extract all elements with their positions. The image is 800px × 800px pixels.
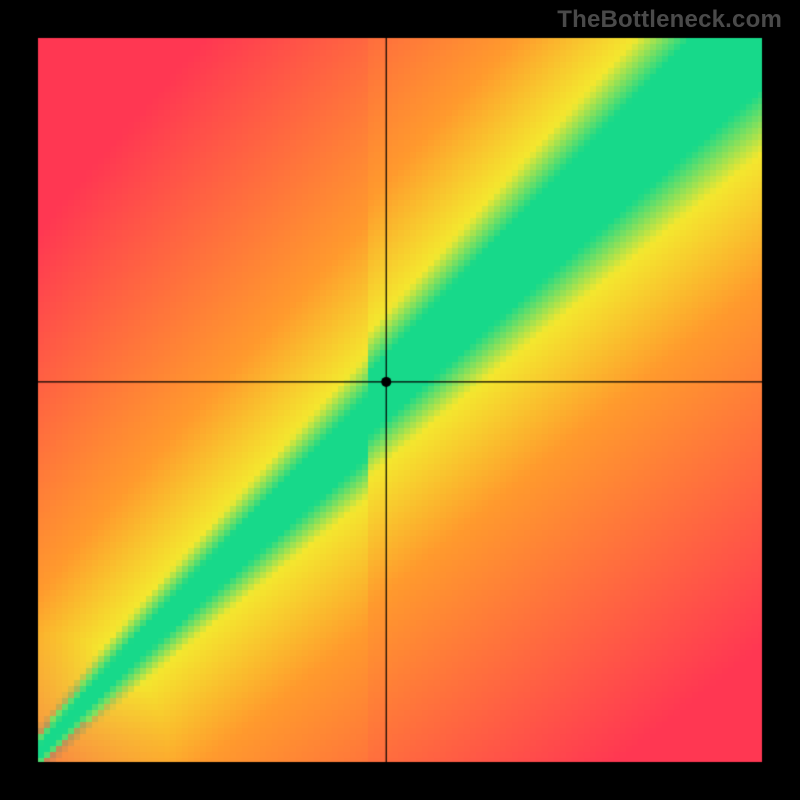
watermark-text: TheBottleneck.com [557,6,782,34]
heatmap-canvas [0,0,800,800]
bottleneck-chart: TheBottleneck.com [0,0,800,800]
